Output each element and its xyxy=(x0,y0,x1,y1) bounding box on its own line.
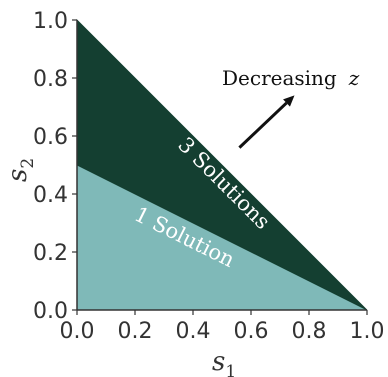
arrow-shaft xyxy=(238,101,288,149)
x-tick-label: 1.0 xyxy=(350,319,385,344)
y-tick-labels: 0.0 0.2 0.4 0.6 0.8 1.0 xyxy=(33,9,77,324)
axes xyxy=(76,20,367,311)
x-tick-label: 0.0 xyxy=(60,319,95,344)
y-tick-label: 0.6 xyxy=(33,125,68,150)
y-tick-label: 0.4 xyxy=(33,183,68,208)
y-tick-label: 0.0 xyxy=(33,299,68,324)
x-tick-label: 0.8 xyxy=(292,319,327,344)
x-axis-label: s1 xyxy=(212,347,236,377)
x-tick-label: 0.4 xyxy=(176,319,211,344)
y-tick-label: 1.0 xyxy=(33,9,68,34)
x-tick-label: 0.2 xyxy=(118,319,153,344)
y-tick-label: 0.2 xyxy=(33,241,68,266)
arrow-head xyxy=(283,95,295,107)
annotation-text: Decreasing z xyxy=(222,66,360,90)
decreasing-z-arrow xyxy=(238,95,295,149)
x-tick-label: 0.6 xyxy=(234,319,269,344)
y-tick-label: 0.8 xyxy=(33,67,68,92)
y-axis-label: s2 xyxy=(3,158,38,182)
x-tick-labels: 0.0 0.2 0.4 0.6 0.8 1.0 xyxy=(60,310,385,344)
